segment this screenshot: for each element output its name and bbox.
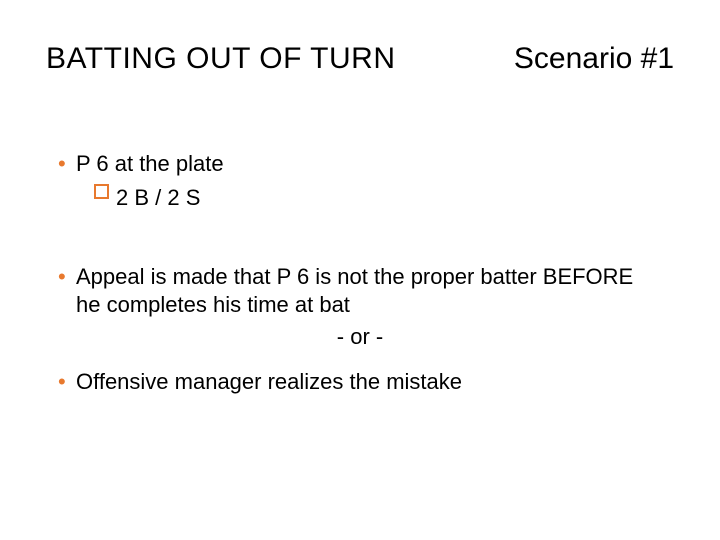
bullet-dot-icon <box>58 150 76 178</box>
bullet-item: Offensive manager realizes the mistake <box>58 368 662 396</box>
slide-body: P 6 at the plate 2 B / 2 S Appeal is mad… <box>58 150 662 402</box>
slide: BATTING OUT OF TURN Scenario #1 P 6 at t… <box>0 0 720 540</box>
bullet-text: P 6 at the plate <box>76 150 662 178</box>
bullet-text: Appeal is made that P 6 is not the prope… <box>76 263 662 318</box>
sub-bullet-text: 2 B / 2 S <box>116 184 662 212</box>
bullet-text: Offensive manager realizes the mistake <box>76 368 662 396</box>
spacer <box>58 350 662 368</box>
sub-bullet-item: 2 B / 2 S <box>94 184 662 212</box>
title-left: BATTING OUT OF TURN <box>46 42 396 76</box>
bullet-item: Appeal is made that P 6 is not the prope… <box>58 263 662 318</box>
bullet-item: P 6 at the plate <box>58 150 662 178</box>
bullet-dot-icon <box>58 263 76 291</box>
title-row: BATTING OUT OF TURN Scenario #1 <box>46 42 674 76</box>
title-right: Scenario #1 <box>514 42 674 76</box>
spacer <box>58 211 662 263</box>
bullet-dot-icon <box>58 368 76 396</box>
checkbox-square-icon <box>94 184 116 199</box>
separator-text: - or - <box>76 324 644 350</box>
square-shape <box>95 185 108 198</box>
